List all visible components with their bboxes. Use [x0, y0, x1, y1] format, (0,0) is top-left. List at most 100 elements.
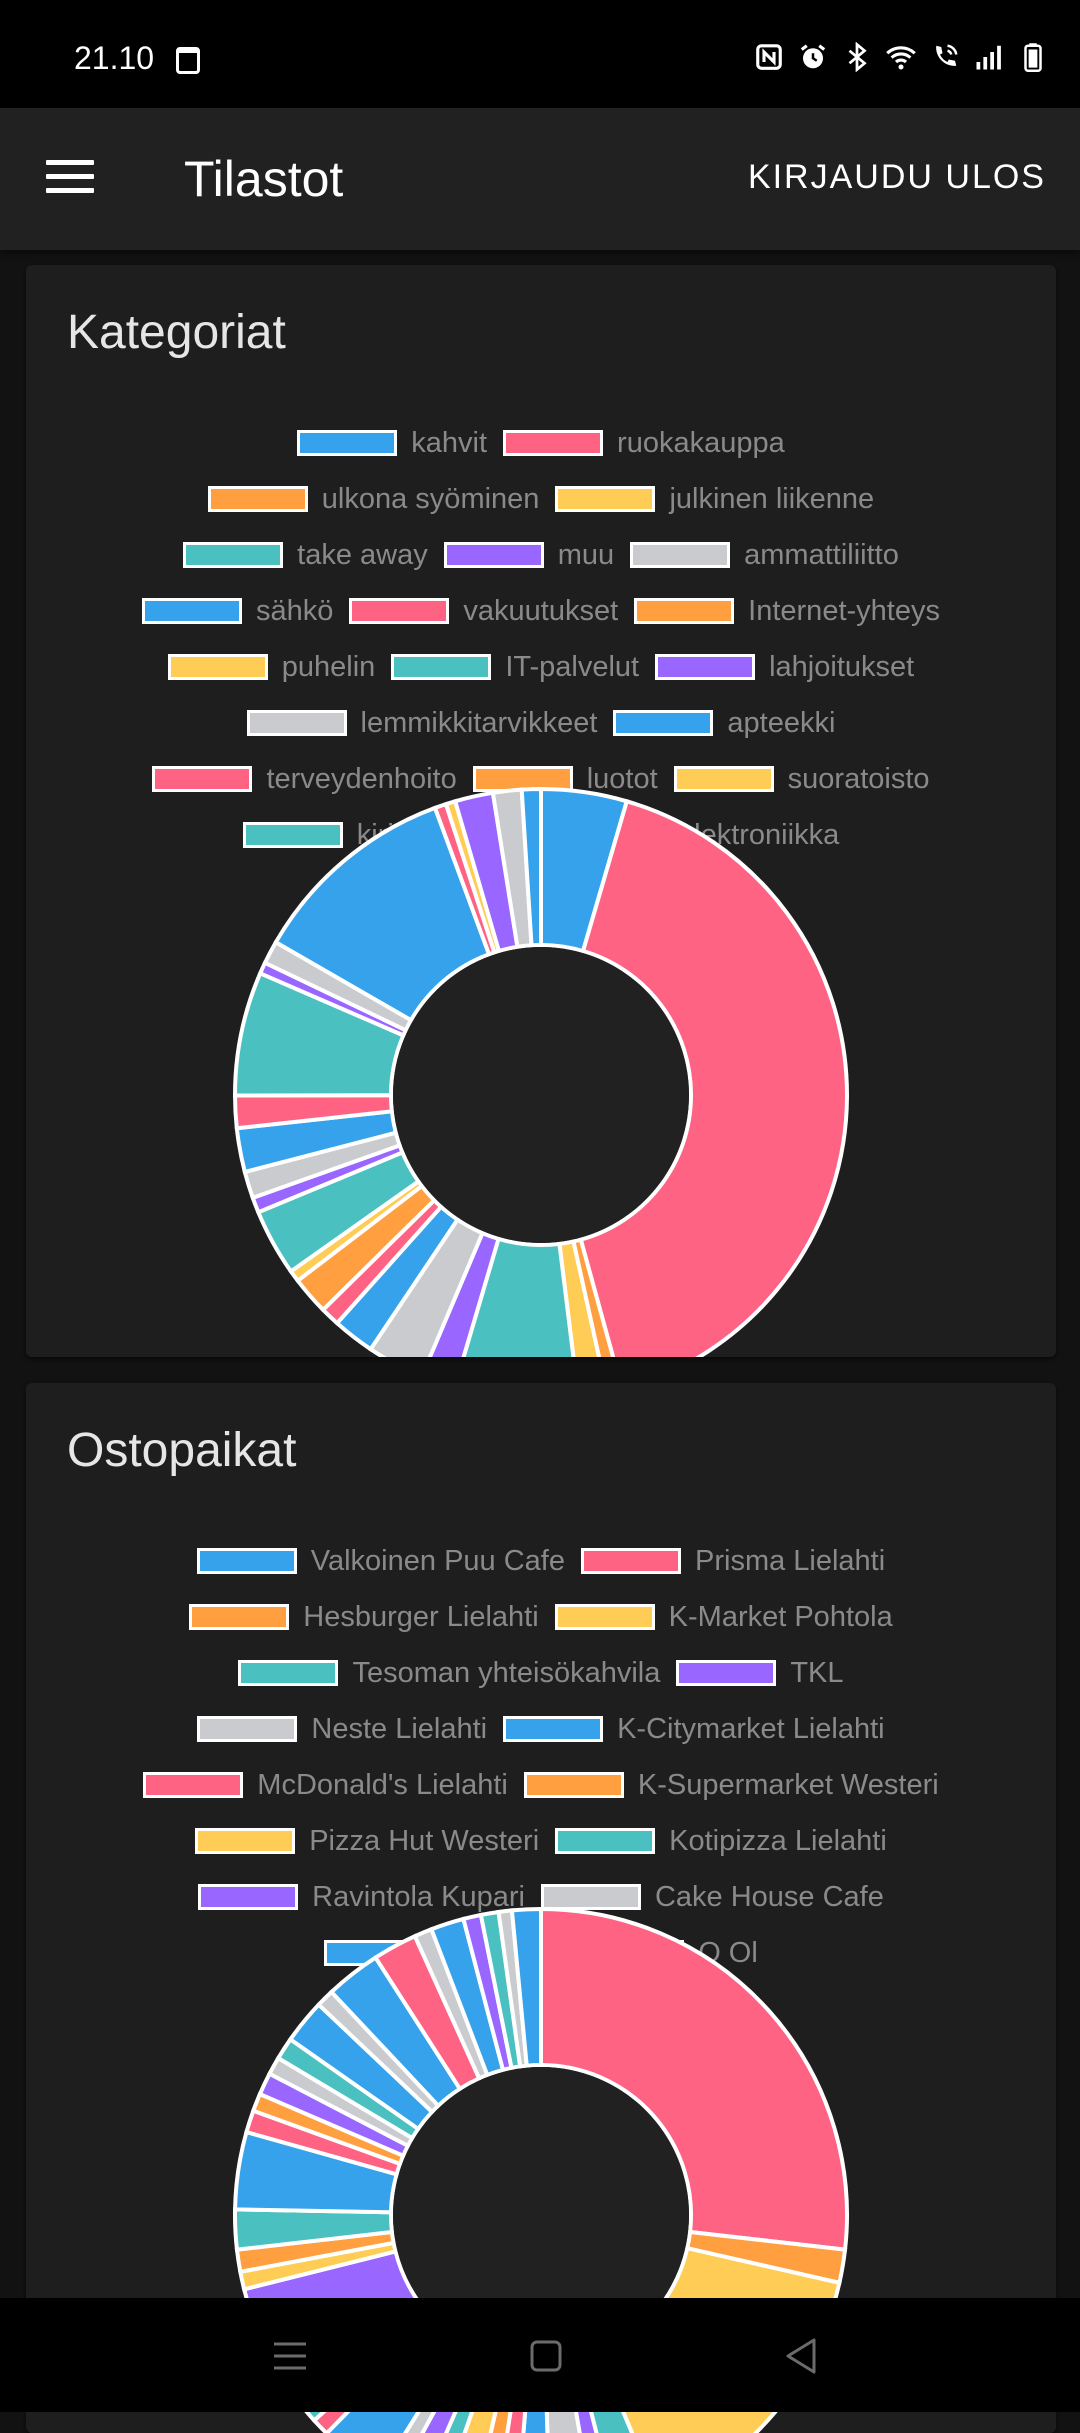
- legend-item[interactable]: McDonald's Lielahti: [143, 1769, 508, 1802]
- legend-item[interactable]: Hesburger Lielahti: [189, 1601, 539, 1634]
- legend-label: K-Market Pohtola: [668, 1600, 893, 1633]
- page-title: Tilastot: [184, 151, 344, 207]
- legend-item[interactable]: ruokakauppa: [503, 427, 785, 460]
- legend-label: Internet-yhteys: [748, 594, 940, 627]
- nfc-icon: [754, 42, 784, 72]
- menu-icon[interactable]: [46, 160, 94, 196]
- legend-label: take away: [297, 538, 428, 571]
- notification-icon: [176, 47, 200, 74]
- legend-swatch: [238, 1660, 339, 1686]
- legend-swatch: [523, 1772, 624, 1798]
- legend-swatch: [207, 486, 308, 512]
- legend-item[interactable]: ulkona syöminen: [207, 482, 540, 516]
- legend-item[interactable]: Cake House Cafe: [540, 1880, 884, 1914]
- legend-swatch: [554, 1604, 655, 1630]
- legend-item[interactable]: IT-palvelut: [391, 651, 639, 684]
- legend-row: Neste Lielahti K-Citymarket Lielahti: [26, 1701, 1056, 1757]
- legend-swatch: [391, 654, 492, 680]
- legend-label: Cake House Cafe: [654, 1880, 884, 1913]
- status-time: 21.10: [74, 40, 155, 76]
- legend-row: ulkona syöminen julkinen liikenne: [26, 471, 1056, 527]
- donut-slice[interactable]: [519, 786, 543, 948]
- donut-slice[interactable]: [509, 1906, 543, 2068]
- legend-row: McDonald's Lielahti K-Supermarket Westeri: [26, 1757, 1056, 1813]
- categories-donut-chart[interactable]: [26, 265, 1056, 1357]
- legend-label: suoratoisto: [787, 762, 930, 795]
- legend-label: Valkoinen Puu Cafe: [310, 1544, 565, 1577]
- legend-label: Pizza Hut Westeri: [309, 1824, 540, 1857]
- legend-swatch: [676, 1660, 777, 1686]
- legend-label: ulkona syöminen: [321, 482, 540, 515]
- legend-label: Ravintola Kupari: [312, 1880, 525, 1913]
- donut-slice[interactable]: [539, 1906, 849, 2252]
- legend-label: ruokakauppa: [617, 426, 785, 459]
- legend-swatch: [167, 654, 268, 680]
- legend-row: Tesoman yhteisökahvila TKL: [26, 1645, 1056, 1701]
- legend-row: sähkö vakuutukset Internet-yhteys: [26, 583, 1056, 639]
- legend-item[interactable]: suoratoisto: [673, 762, 930, 796]
- legend-item[interactable]: julkinen liikenne: [555, 483, 874, 516]
- legend-item[interactable]: Prisma Lielahti: [581, 1545, 885, 1578]
- back-icon[interactable]: [780, 2334, 824, 2378]
- legend-item[interactable]: terveydenhoito: [152, 763, 457, 796]
- legend-item[interactable]: K-Supermarket Westeri: [523, 1769, 939, 1802]
- legend-swatch: [297, 430, 398, 456]
- legend-label: TKL: [790, 1656, 844, 1689]
- legend-item[interactable]: puhelin: [167, 651, 375, 684]
- legend-swatch: [555, 1828, 656, 1854]
- donut-hole: [393, 2067, 689, 2363]
- legend-item[interactable]: K-Citymarket Lielahti: [503, 1713, 885, 1746]
- legend-label: ammattiliitto: [744, 538, 899, 571]
- legend-row: Pizza Hut Westeri Kotipizza Lielahti: [26, 1813, 1056, 1869]
- legend-item[interactable]: Pizza Hut Westeri: [195, 1825, 539, 1858]
- battery-icon: [1018, 42, 1048, 72]
- legend-item[interactable]: TKL: [676, 1656, 844, 1690]
- legend-label: julkinen liikenne: [669, 482, 875, 515]
- legend-item[interactable]: Valkoinen Puu Cafe: [196, 1544, 565, 1578]
- legend-label: apteekki: [727, 706, 836, 739]
- legend-swatch: [142, 598, 242, 624]
- legend-item[interactable]: ammattiliitto: [630, 539, 899, 572]
- legend-label: muu: [557, 538, 615, 571]
- legend-swatch: [655, 654, 756, 680]
- legend-swatch: [503, 430, 604, 456]
- legend-label: Kotipizza Lielahti: [669, 1824, 887, 1857]
- alarm-icon: [798, 42, 828, 72]
- home-icon[interactable]: [524, 2334, 568, 2378]
- legend-item[interactable]: apteekki: [613, 707, 835, 740]
- legend-swatch: [673, 766, 774, 792]
- legend-item[interactable]: Internet-yhteys: [634, 595, 940, 628]
- app-bar: Tilastot KIRJAUDU ULOS: [0, 108, 1080, 250]
- legend-item[interactable]: lemmikkitarvikkeet: [246, 706, 598, 740]
- recents-icon[interactable]: [268, 2334, 312, 2378]
- legend-item[interactable]: Neste Lielahti: [197, 1713, 487, 1746]
- legend-item[interactable]: Ravintola Kupari: [198, 1881, 525, 1914]
- legend-swatch: [443, 542, 544, 568]
- legend-swatch: [349, 598, 450, 624]
- legend-item[interactable]: Tesoman yhteisökahvila: [238, 1657, 660, 1690]
- legend-row: puhelin IT-palvelut lahjoitukset: [26, 639, 1056, 695]
- legend-swatch: [198, 1884, 299, 1910]
- legend-item[interactable]: Kotipizza Lielahti: [555, 1825, 887, 1858]
- legend-item[interactable]: take away: [183, 539, 428, 572]
- legend-row: Ravintola Kupari Cake House Cafe: [26, 1869, 1056, 1925]
- legend-label: luotot: [586, 762, 658, 795]
- legend-item[interactable]: muu: [443, 538, 615, 572]
- legend-item[interactable]: K-Market Pohtola: [554, 1600, 893, 1634]
- legend-item[interactable]: sähkö: [142, 595, 333, 628]
- donut-slice[interactable]: [578, 798, 849, 1357]
- places-donut-chart[interactable]: [26, 1383, 1056, 2433]
- legend-row: kahvit ruokakauppa: [26, 415, 1056, 471]
- legend-row: lemmikkitarvikkeet apteekki: [26, 695, 1056, 751]
- legend-label: kahvit: [411, 426, 488, 459]
- legend-swatch: [630, 542, 731, 568]
- legend-swatch: [246, 710, 347, 736]
- legend-swatch: [152, 766, 253, 792]
- legend-item[interactable]: vakuutukset: [349, 595, 618, 628]
- logout-button[interactable]: KIRJAUDU ULOS: [747, 158, 1046, 196]
- legend-item[interactable]: kahvit: [297, 427, 487, 460]
- legend-swatch: [195, 1828, 296, 1854]
- legend-item[interactable]: lahjoitukset: [655, 651, 914, 684]
- legend-label: lemmikkitarvikkeet: [360, 706, 598, 739]
- navigation-bar: [0, 2298, 1080, 2412]
